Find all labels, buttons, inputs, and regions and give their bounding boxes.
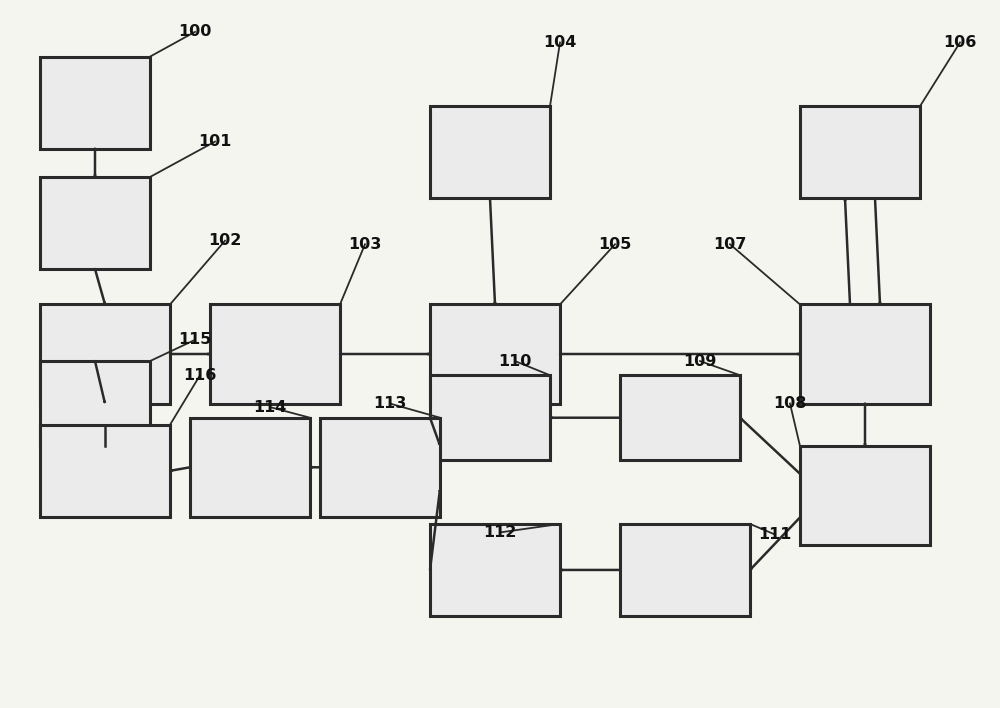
Bar	[40, 177, 150, 269]
Text: 101: 101	[198, 134, 232, 149]
Bar	[620, 375, 740, 460]
Text: 104: 104	[543, 35, 577, 50]
Bar	[620, 524, 750, 616]
Text: 105: 105	[598, 236, 632, 252]
Text: 109: 109	[683, 353, 717, 369]
Text: 103: 103	[348, 236, 382, 252]
Bar	[800, 304, 930, 404]
Bar	[800, 446, 930, 545]
Bar	[40, 57, 150, 149]
Bar	[40, 361, 150, 446]
Text: 114: 114	[253, 399, 287, 415]
Bar	[800, 106, 920, 198]
Text: 115: 115	[178, 332, 212, 348]
Bar	[320, 418, 440, 517]
Bar	[430, 106, 550, 198]
Bar	[430, 304, 560, 404]
Bar	[40, 304, 170, 404]
Text: 113: 113	[373, 396, 407, 411]
Text: 111: 111	[758, 527, 792, 542]
Text: 108: 108	[773, 396, 807, 411]
Bar	[430, 375, 550, 460]
Bar	[210, 304, 340, 404]
Bar	[190, 418, 310, 517]
Text: 106: 106	[943, 35, 977, 50]
Text: 107: 107	[713, 236, 747, 252]
Bar	[40, 425, 170, 517]
Text: 100: 100	[178, 24, 212, 40]
Text: 112: 112	[483, 525, 517, 540]
Text: 110: 110	[498, 353, 532, 369]
Text: 116: 116	[183, 367, 217, 383]
Bar	[430, 524, 560, 616]
Text: 102: 102	[208, 233, 242, 249]
